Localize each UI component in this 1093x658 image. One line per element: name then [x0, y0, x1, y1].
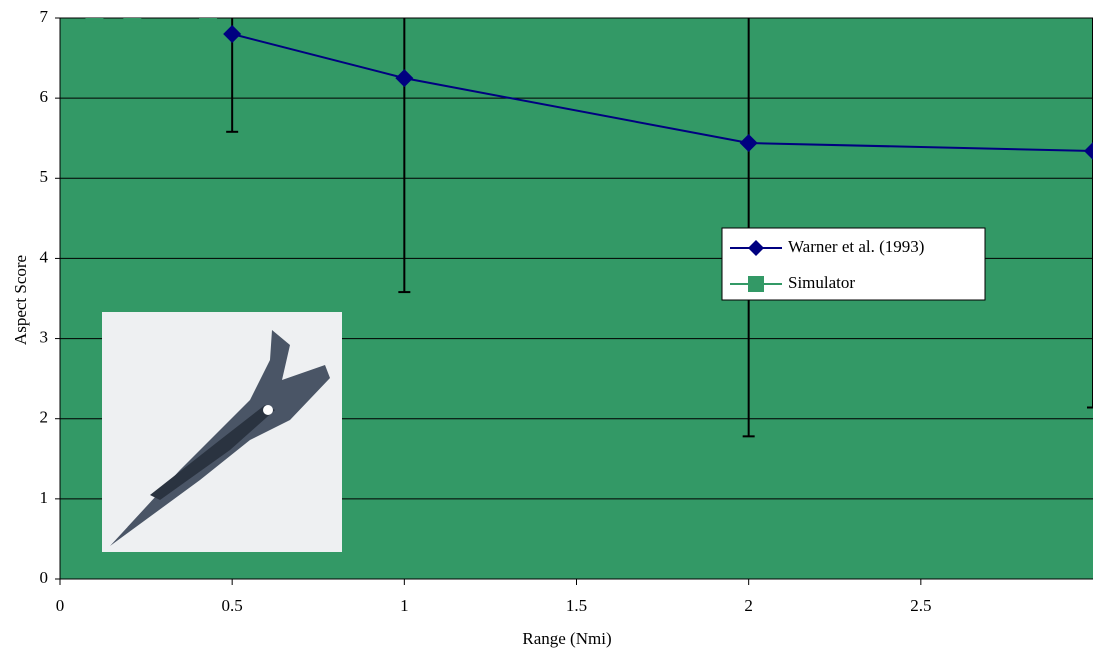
y-tick-label: 5: [40, 167, 49, 186]
marker: [395, 69, 414, 88]
y-tick-label: 7: [40, 7, 49, 26]
x-tick-label: 0.5: [222, 596, 243, 615]
marker: [223, 25, 242, 44]
x-axis-label: Range (Nmi): [522, 629, 611, 648]
x-tick-label: 0: [56, 596, 65, 615]
x-tick-label: 1: [400, 596, 409, 615]
y-tick-label: 3: [40, 327, 49, 346]
legend: [721, 227, 986, 301]
x-tick-label: 1.5: [566, 596, 587, 615]
series-line: [231, 33, 1093, 153]
marker: [85, 18, 104, 23]
legend-label: Simulator: [788, 273, 855, 292]
y-tick-label: 1: [40, 488, 49, 507]
y-axis-label: Aspect Score: [11, 255, 30, 345]
legend-label: Warner et al. (1993): [788, 237, 924, 256]
y-tick-label: 6: [40, 87, 49, 106]
y-tick-label: 2: [40, 408, 49, 427]
legend-marker: [748, 240, 764, 256]
x-tick-label: 2.5: [910, 596, 931, 615]
marker: [1084, 142, 1093, 161]
y-tick-label: 0: [40, 568, 49, 587]
legend-marker: [748, 276, 764, 292]
marker: [199, 18, 218, 23]
inset-image: [102, 312, 342, 552]
marker: [739, 134, 758, 153]
x-tick-label: 2: [744, 596, 753, 615]
marker: [123, 18, 142, 23]
y-tick-label: 4: [40, 247, 49, 266]
